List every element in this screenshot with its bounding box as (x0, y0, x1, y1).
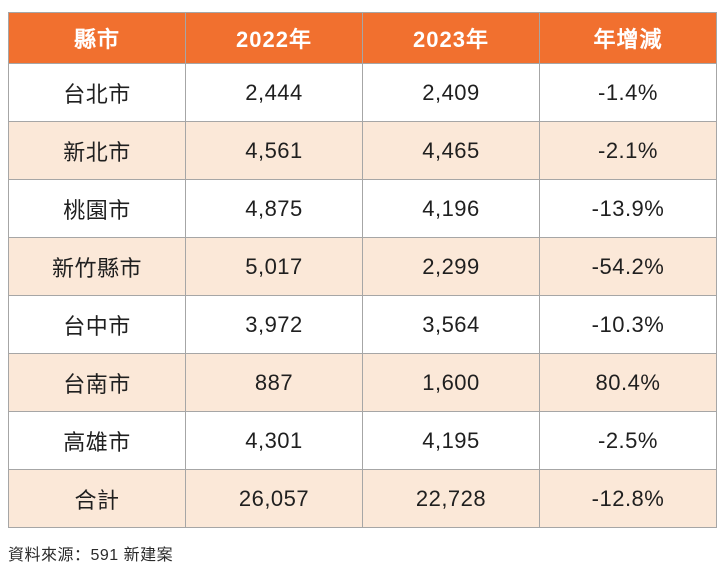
cell-2023: 4,196 (362, 179, 540, 238)
column-header-city: 縣市 (8, 12, 186, 64)
table-row: 台北市 2,444 2,409 -1.4% (8, 63, 717, 122)
header-row: 縣市 2022年 2023年 年增減 (8, 12, 717, 64)
cell-2023: 2,409 (362, 63, 540, 122)
column-header-2023: 2023年 (362, 12, 540, 64)
cell-city: 新竹縣市 (8, 237, 186, 296)
cell-2023: 1,600 (362, 353, 540, 412)
cell-city: 台南市 (8, 353, 186, 412)
cell-change: -54.2% (539, 237, 717, 296)
cell-2022: 26,057 (185, 469, 363, 528)
cell-city: 台北市 (8, 63, 186, 122)
cell-change: -12.8% (539, 469, 717, 528)
cell-city: 高雄市 (8, 411, 186, 470)
cell-change: -13.9% (539, 179, 717, 238)
column-header-change: 年增減 (539, 12, 717, 64)
table-row: 台中市 3,972 3,564 -10.3% (8, 295, 717, 354)
cell-2022: 2,444 (185, 63, 363, 122)
cell-city: 台中市 (8, 295, 186, 354)
cell-2022: 4,875 (185, 179, 363, 238)
table-row: 新北市 4,561 4,465 -2.1% (8, 121, 717, 180)
cell-2023: 4,465 (362, 121, 540, 180)
city-comparison-table: 縣市 2022年 2023年 年增減 台北市 2,444 2,409 -1.4%… (8, 12, 717, 528)
column-header-2022: 2022年 (185, 12, 363, 64)
cell-city: 新北市 (8, 121, 186, 180)
cell-2023: 22,728 (362, 469, 540, 528)
cell-2023: 2,299 (362, 237, 540, 296)
cell-change: -10.3% (539, 295, 717, 354)
cell-2022: 887 (185, 353, 363, 412)
cell-city: 合計 (8, 469, 186, 528)
cell-city: 桃園市 (8, 179, 186, 238)
cell-2023: 3,564 (362, 295, 540, 354)
cell-2022: 4,561 (185, 121, 363, 180)
table-row: 台南市 887 1,600 80.4% (8, 353, 717, 412)
table-row-total: 合計 26,057 22,728 -12.8% (8, 469, 717, 528)
cell-change: 80.4% (539, 353, 717, 412)
table-row: 高雄市 4,301 4,195 -2.5% (8, 411, 717, 470)
cell-2022: 3,972 (185, 295, 363, 354)
data-source-note: 資料來源：591 新建案 (8, 547, 174, 564)
table-row: 新竹縣市 5,017 2,299 -54.2% (8, 237, 717, 296)
cell-2023: 4,195 (362, 411, 540, 470)
cell-change: -1.4% (539, 63, 717, 122)
table-row: 桃園市 4,875 4,196 -13.9% (8, 179, 717, 238)
cell-2022: 5,017 (185, 237, 363, 296)
cell-change: -2.1% (539, 121, 717, 180)
cell-change: -2.5% (539, 411, 717, 470)
cell-2022: 4,301 (185, 411, 363, 470)
